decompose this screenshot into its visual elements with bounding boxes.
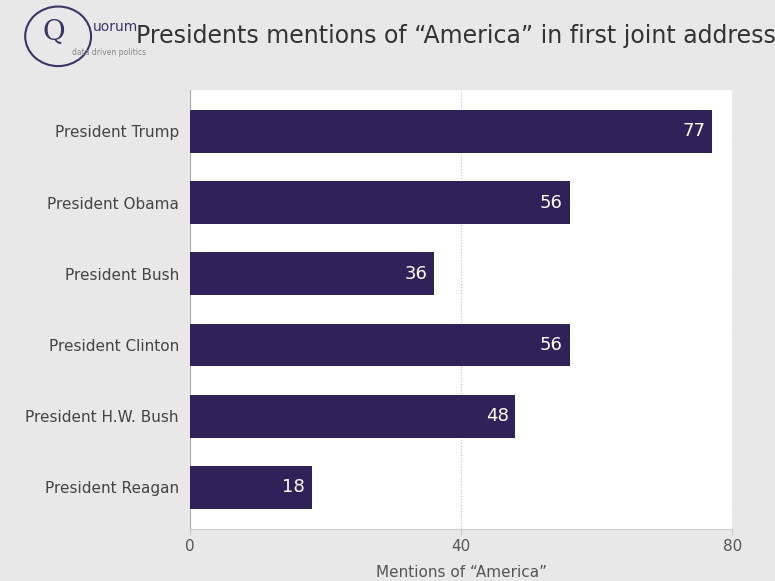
- Text: data driven politics: data driven politics: [72, 48, 146, 57]
- Bar: [190, 466, 312, 509]
- Text: uorum: uorum: [93, 20, 138, 34]
- Text: 56: 56: [540, 336, 563, 354]
- Bar: [190, 110, 712, 153]
- Text: 48: 48: [486, 407, 508, 425]
- Text: 36: 36: [405, 265, 427, 283]
- Text: Q: Q: [43, 19, 66, 46]
- Text: Presidents mentions of “America” in first joint address: Presidents mentions of “America” in firs…: [136, 24, 775, 48]
- Bar: [190, 252, 434, 295]
- Text: 56: 56: [540, 193, 563, 211]
- Text: 18: 18: [282, 478, 305, 496]
- Bar: [190, 395, 515, 437]
- X-axis label: Mentions of “America”: Mentions of “America”: [376, 565, 546, 580]
- Bar: [190, 181, 570, 224]
- Bar: [190, 324, 570, 367]
- Text: 77: 77: [682, 123, 705, 141]
